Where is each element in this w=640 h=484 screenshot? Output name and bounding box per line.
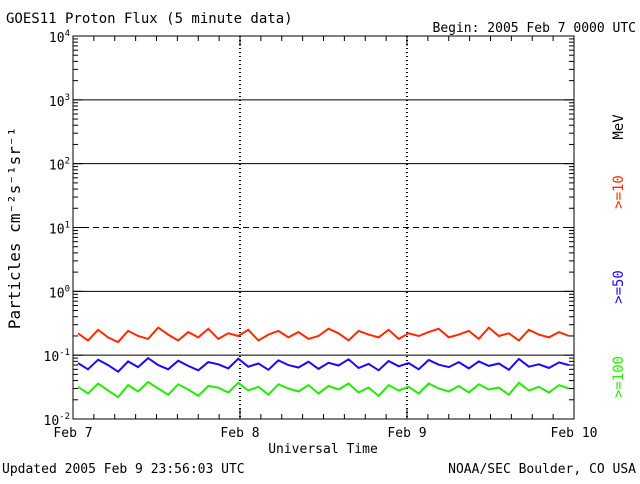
series-layer <box>77 326 570 399</box>
y-axis-label: Particles cm⁻²s⁻¹sr⁻¹ <box>5 127 24 329</box>
x-tick-label: Feb 9 <box>387 426 426 441</box>
series-line-2 <box>77 380 570 399</box>
energy-legend: MeV >=10 >=50 >=100 <box>611 114 627 398</box>
y-tick-label: 10-2 <box>44 412 71 429</box>
y-tick-label: 100 <box>49 284 70 301</box>
chart-title: GOES11 Proton Flux (5 minute data) <box>6 11 293 27</box>
updated-timestamp: Updated 2005 Feb 9 23:56:03 UTC <box>2 462 245 477</box>
x-tick-label: Feb 7 <box>53 426 92 441</box>
legend-unit: MeV <box>611 114 627 140</box>
x-tick-label: Feb 8 <box>220 426 259 441</box>
begin-timestamp: Begin: 2005 Feb 7 0000 UTC <box>433 21 637 36</box>
grid-layer <box>73 36 574 419</box>
series-line-1 <box>77 356 570 373</box>
x-tick-label: Feb 10 <box>551 426 598 441</box>
y-tick-label: 101 <box>49 221 70 238</box>
y-tick-label: 102 <box>49 157 70 174</box>
y-tick-label: 10-1 <box>44 348 71 365</box>
credit-line: NOAA/SEC Boulder, CO USA <box>448 462 636 477</box>
x-axis-label: Universal Time <box>268 442 378 457</box>
x-axis-ticks: Feb 7 Feb 8 Feb 9 Feb 10 <box>53 36 597 441</box>
y-tick-label: 103 <box>49 93 70 110</box>
legend-entry-1: >=50 <box>611 270 627 304</box>
series-line-0 <box>77 326 570 344</box>
y-tick-label: 104 <box>49 29 70 46</box>
legend-entry-0: >=10 <box>611 175 627 209</box>
legend-entry-2: >=100 <box>611 356 627 398</box>
y-axis-ticks: 10-2 10-1 100 101 102 103 104 <box>44 29 574 429</box>
